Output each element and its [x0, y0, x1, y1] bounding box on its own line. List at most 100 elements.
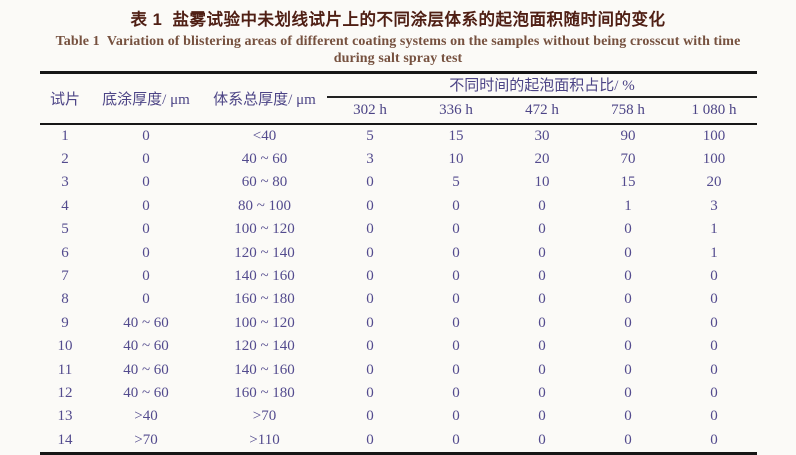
table-cell: 1	[61, 127, 69, 144]
table-cell: 12	[57, 384, 73, 401]
table-row: 2 0 40 ~ 60 3 10 20 70 100	[40, 148, 757, 171]
table-cell: 0	[452, 291, 460, 308]
table-row: 11 40 ~ 60 140 ~ 160 0 0 0 0 0	[40, 359, 757, 382]
table-cell: 10	[534, 174, 550, 191]
table-cell: 3	[366, 150, 374, 167]
table-cell: 0	[538, 291, 546, 308]
table-cell: 0	[452, 408, 460, 425]
table-cell: 0	[710, 314, 718, 331]
table-cell: 4	[61, 197, 69, 214]
table-cell: 5	[452, 174, 460, 191]
table-cell: 0	[710, 338, 718, 355]
table-row: 9 40 ~ 60 100 ~ 120 0 0 0 0 0	[40, 312, 757, 335]
table-cell: 0	[624, 361, 632, 378]
table-cell: 70	[620, 150, 636, 167]
table-cell: >70	[252, 408, 277, 425]
table-cell: 0	[624, 384, 632, 401]
table-cell: 0	[624, 244, 632, 261]
table-cell: 0	[366, 267, 374, 284]
table-cell: 7	[61, 267, 69, 284]
table-row: 5 0 100 ~ 120 0 0 0 0 1	[40, 218, 757, 241]
table-cell: 14	[57, 431, 73, 448]
table-cell: 0	[366, 174, 374, 191]
table-cell: 0	[142, 267, 150, 284]
table-cell: 0	[624, 314, 632, 331]
table-cell: 0	[452, 267, 460, 284]
table-cell: 9	[61, 314, 69, 331]
table-cell: 0	[142, 127, 150, 144]
table-cell: 100	[702, 127, 726, 144]
header-total-thickness: 体系总厚度/ μm	[213, 91, 316, 108]
table-cell: 0	[142, 174, 150, 191]
table-cell: 40 ~ 60	[123, 338, 169, 355]
table-cell: 0	[624, 267, 632, 284]
table-cell: >70	[134, 431, 158, 448]
table-cell: 100	[702, 150, 726, 167]
table-cell: 0	[142, 244, 150, 261]
table-cell: 20	[706, 174, 722, 191]
table-cell: 0	[538, 267, 546, 284]
table-cell: 0	[142, 291, 150, 308]
table-cell: 0	[538, 221, 546, 238]
table-cell: 5	[366, 127, 374, 144]
table-cell: 0	[710, 384, 718, 401]
table-cell: 90	[620, 127, 636, 144]
table-cell: 0	[366, 197, 374, 214]
table-cell: 160 ~ 180	[234, 384, 295, 401]
table-cell: 0	[366, 361, 374, 378]
table-cell: 0	[624, 338, 632, 355]
table-cell: >40	[134, 408, 158, 425]
table-cell: 100 ~ 120	[234, 221, 295, 238]
table-row: 7 0 140 ~ 160 0 0 0 0 0	[40, 265, 757, 288]
table-cell: 0	[142, 221, 150, 238]
table-cell: 0	[538, 361, 546, 378]
header-time-302h: 302 h	[353, 101, 387, 118]
table-title-chinese: 表 1 盐雾试验中未划线试片上的不同涂层体系的起泡面积随时间的变化	[130, 11, 666, 29]
header-primer-thickness: 底涂厚度/ μm	[102, 91, 190, 108]
table-cell: 0	[366, 384, 374, 401]
table-cell: 0	[538, 431, 546, 448]
table-cell: 40 ~ 60	[123, 384, 169, 401]
table-cell: 120 ~ 140	[234, 244, 295, 261]
header-row-times: 302 h 336 h 472 h 758 h 1 080 h	[40, 97, 757, 124]
header-row-top: 试片 底涂厚度/ μm 体系总厚度/ μm 不同时间的起泡面积占比/ %	[40, 72, 758, 108]
table-cell: 100 ~ 120	[234, 314, 295, 331]
table-cell: >110	[249, 431, 280, 448]
table-cell: 0	[142, 197, 150, 214]
table-cell: 0	[452, 221, 460, 238]
table-cell: 0	[452, 338, 460, 355]
table-cell: 160 ~ 180	[234, 291, 295, 308]
table-cell: 1	[710, 221, 718, 238]
table-cell: 5	[61, 221, 69, 238]
table-cell: 0	[452, 244, 460, 261]
table-cell: 11	[57, 361, 73, 378]
table-row: 10 40 ~ 60 120 ~ 140 0 0 0 0 0	[40, 335, 757, 358]
table-cell: 0	[366, 408, 374, 425]
table-cell: 0	[624, 431, 632, 448]
header-sample: 试片	[49, 91, 80, 108]
table-body: 1 0 <40 5 15 30 90 100 2 0 40 ~ 60 3 10 20 70 100 3 0 60 ~…	[40, 124, 757, 454]
header-time-758h: 758 h	[611, 101, 645, 118]
table-cell: 13	[57, 408, 73, 425]
header-time-472h: 472 h	[525, 101, 559, 118]
table-cell: 10	[57, 338, 73, 355]
table-cell: 0	[538, 338, 546, 355]
table-cell: 40 ~ 60	[123, 314, 169, 331]
table-cell: 0	[366, 338, 374, 355]
table-cell: 40 ~ 60	[123, 361, 169, 378]
table-cell: 0	[710, 291, 718, 308]
table-cell: 80 ~ 100	[237, 197, 292, 214]
table-cell: 15	[620, 174, 636, 191]
table-cell: 0	[452, 431, 460, 448]
table-cell: 20	[534, 150, 550, 167]
table-cell: 0	[538, 408, 546, 425]
table-cell: 2	[61, 150, 69, 167]
table-cell: 120 ~ 140	[234, 338, 295, 355]
table-row: 13 >40 >70 0 0 0 0 0	[40, 405, 757, 428]
table-cell: 1	[710, 244, 718, 261]
table-cell: 15	[448, 127, 464, 144]
blistering-data-table: 试片 底涂厚度/ μm 体系总厚度/ μm 不同时间的起泡面积占比/ % 302…	[40, 71, 758, 455]
table-cell: 0	[366, 431, 374, 448]
table-cell: 0	[538, 384, 546, 401]
table-cell: 30	[534, 127, 550, 144]
